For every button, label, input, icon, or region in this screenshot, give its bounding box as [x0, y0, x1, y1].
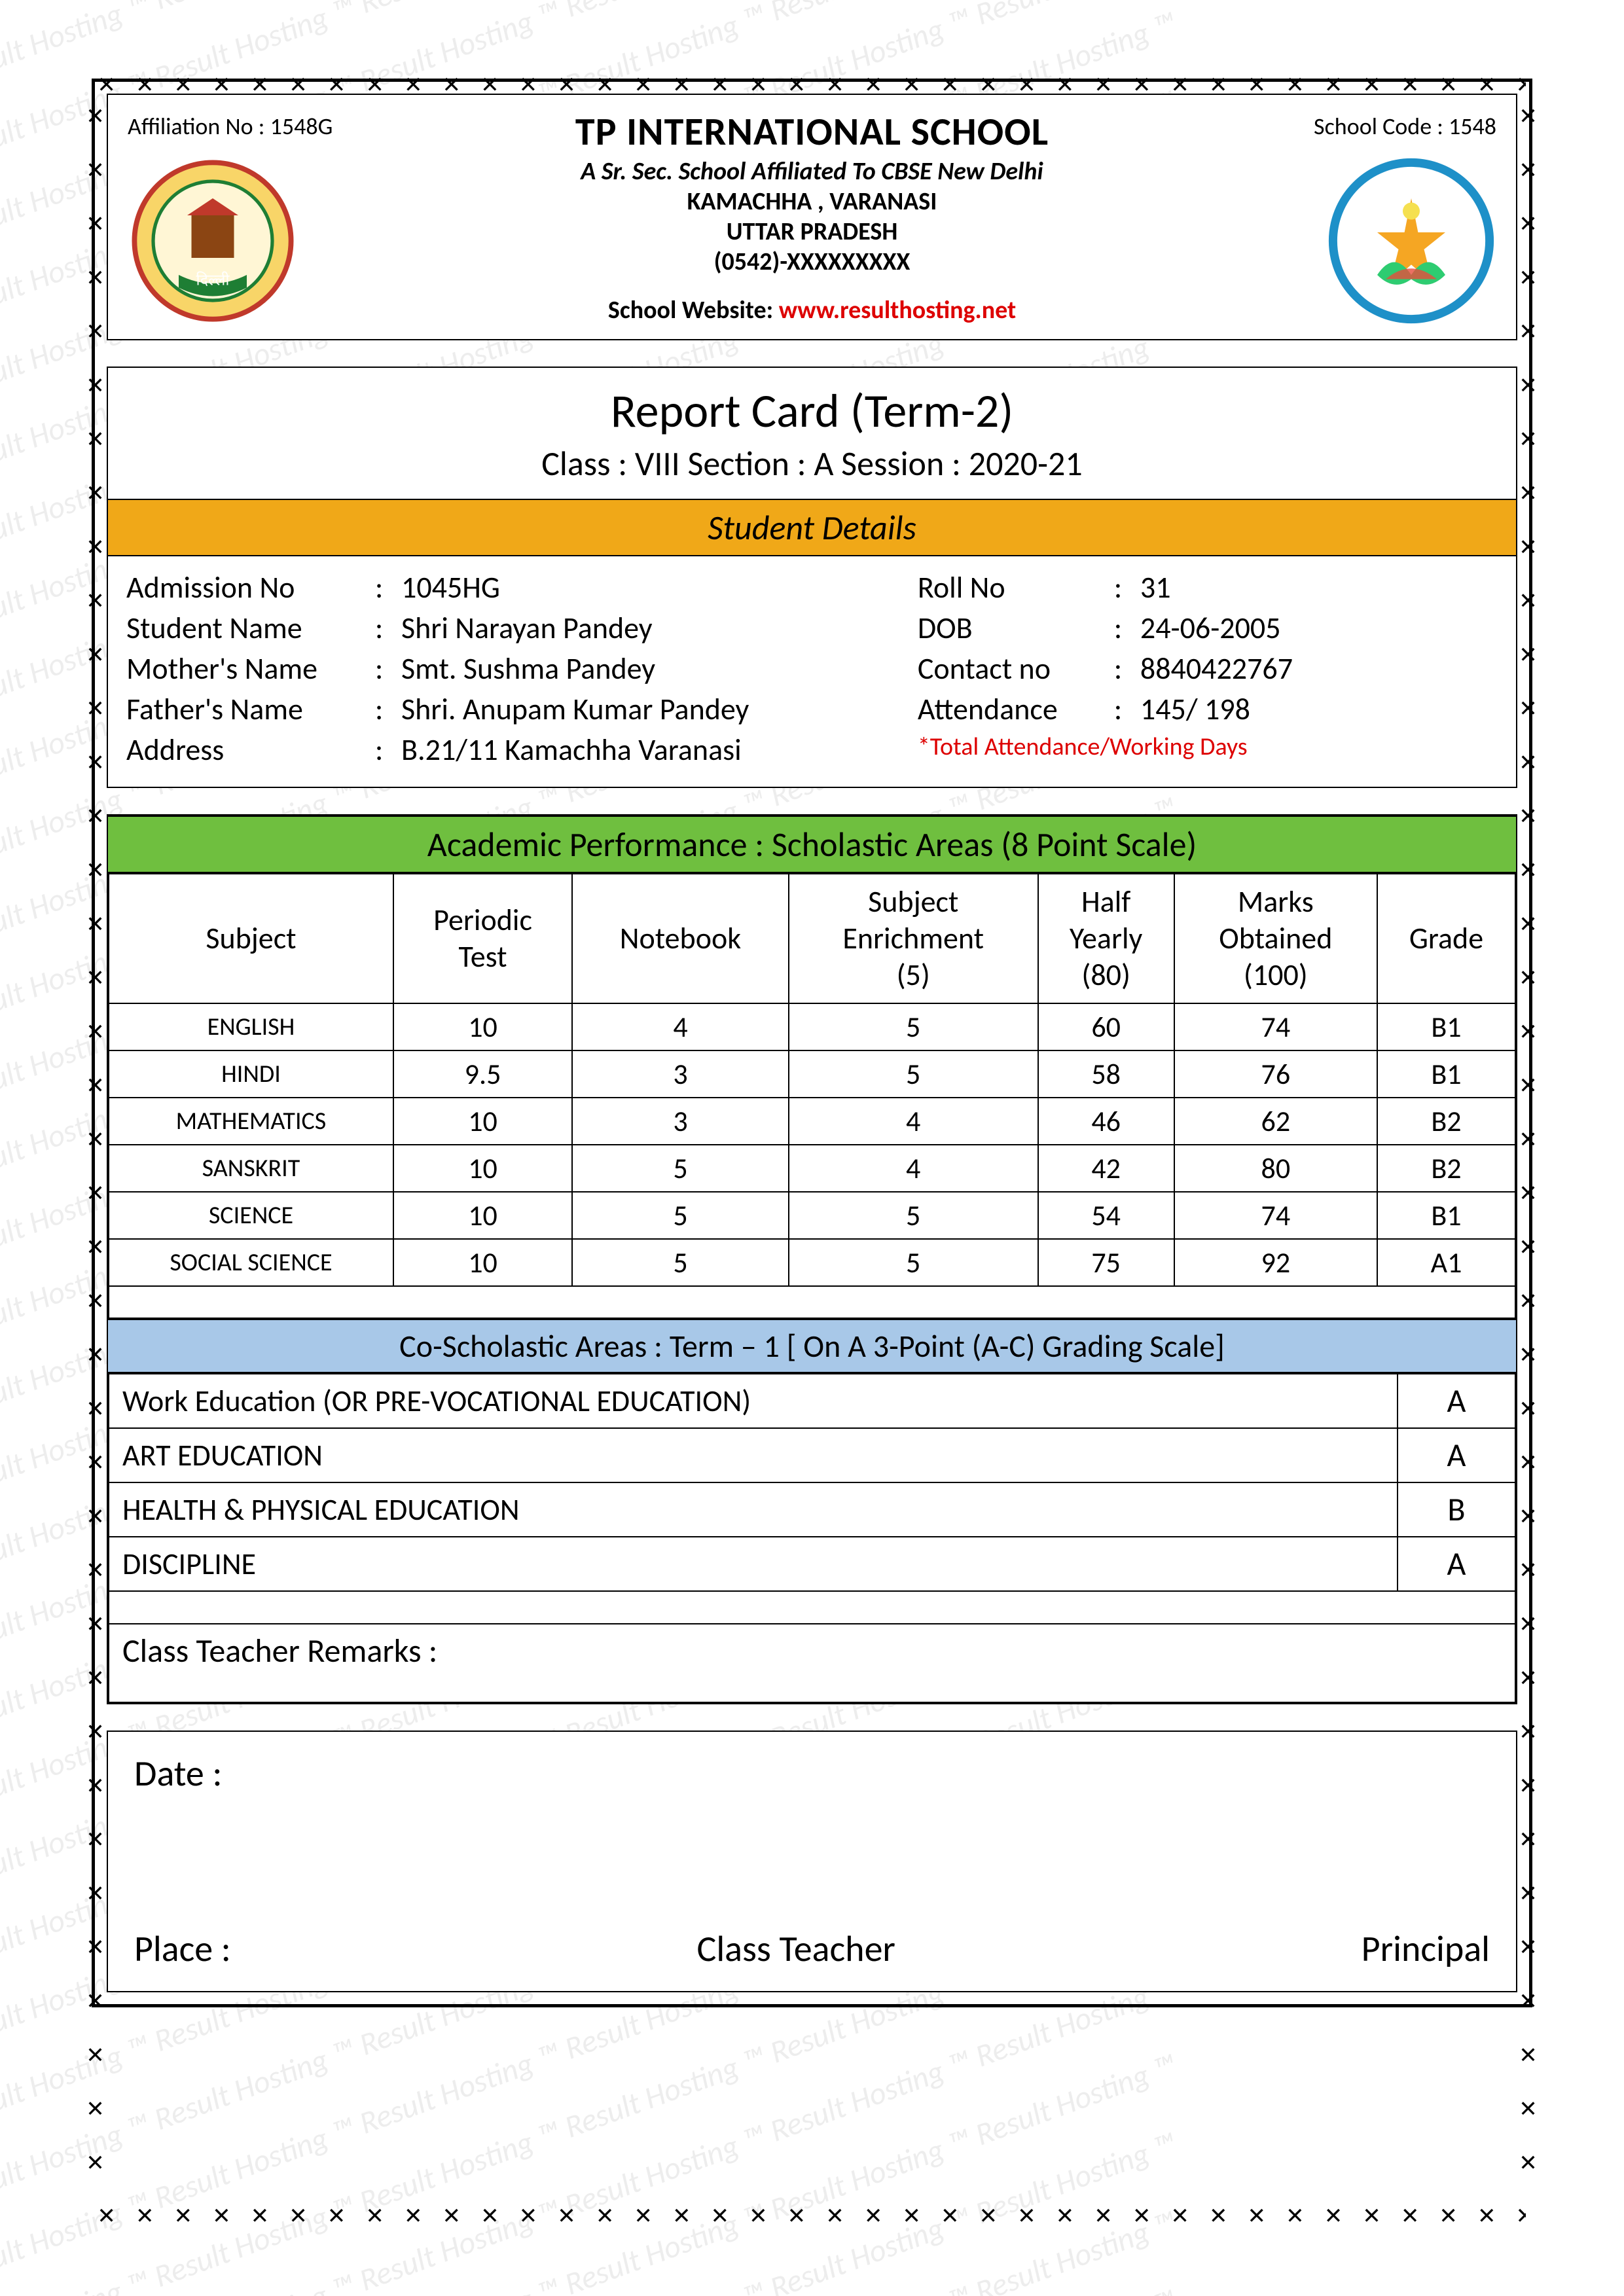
- attendance-note: *Total Attendance/Working Days: [918, 732, 1498, 762]
- report-subtitle: Class : VIII Section : A Session : 2020-…: [108, 442, 1516, 499]
- student-field: Admission No:1045HG: [126, 569, 911, 606]
- place-label: Place :: [134, 1927, 231, 1971]
- student-field: Father's Name:Shri. Anupam Kumar Pandey: [126, 691, 911, 728]
- principal-label: Principal: [1362, 1927, 1490, 1971]
- svg-text:दिल्ली: दिल्ली: [196, 272, 230, 289]
- school-code-label: School Code :: [1314, 112, 1443, 141]
- student-details-bar: Student Details: [108, 499, 1516, 556]
- student-details: Admission No:1045HG Student Name:Shri Nar…: [108, 556, 1516, 787]
- website-link[interactable]: www.resulthosting.net: [779, 295, 1016, 325]
- marks-column-header: Notebook: [572, 874, 789, 1003]
- affiliation-label: Affiliation No :: [128, 112, 264, 141]
- marks-column-header: SubjectEnrichment(5): [789, 874, 1038, 1003]
- coscholastic-bar: Co-Scholastic Areas : Term – 1 [ On A 3-…: [108, 1319, 1516, 1373]
- affiliation-no: 1548G: [270, 112, 333, 141]
- school-addr2: UTTAR PRADESH: [304, 217, 1320, 247]
- report-card-box: Report Card (Term-2) Class : VIII Sectio…: [107, 367, 1517, 788]
- student-field: Attendance:145/ 198: [918, 691, 1498, 728]
- coscholastic-row: Work Education (OR PRE-VOCATIONAL EDUCAT…: [109, 1374, 1515, 1428]
- coscholastic-row: DISCIPLINEA: [109, 1537, 1515, 1591]
- marks-column-header: PeriodicTest: [393, 874, 572, 1003]
- coscholastic-row: HEALTH & PHYSICAL EDUCATIONB: [109, 1482, 1515, 1537]
- marks-row: SCIENCE10555474B1: [109, 1192, 1515, 1239]
- marks-row: SANSKRIT10544280B2: [109, 1145, 1515, 1192]
- report-title: Report Card (Term-2): [108, 368, 1516, 442]
- class-teacher-label: Class Teacher: [696, 1927, 895, 1971]
- remarks-label: Class Teacher Remarks :: [109, 1624, 1515, 1702]
- signature-box: Date : Place : Class Teacher Principal: [107, 1731, 1517, 1992]
- date-label: Date :: [134, 1751, 1490, 1796]
- student-field: Roll No:31: [918, 569, 1498, 606]
- school-name: TP INTERNATIONAL SCHOOL: [370, 108, 1254, 156]
- border-pattern-bottom: ✕ ✕ ✕ ✕ ✕ ✕ ✕ ✕ ✕ ✕ ✕ ✕ ✕ ✕ ✕ ✕ ✕ ✕ ✕ ✕ …: [98, 2198, 1526, 2229]
- student-field: Mother's Name:Smt. Sushma Pandey: [126, 651, 911, 687]
- academic-bar: Academic Performance : Scholastic Areas …: [108, 816, 1516, 873]
- school-subtitle: A Sr. Sec. School Affiliated To CBSE New…: [304, 156, 1320, 187]
- school-code: 1548: [1449, 112, 1496, 141]
- school-header: Affiliation No : 1548G TP INTERNATIONAL …: [107, 94, 1517, 340]
- marks-table: SubjectPeriodicTestNotebookSubjectEnrich…: [108, 873, 1516, 1287]
- marks-row: MATHEMATICS10344662B2: [109, 1098, 1515, 1145]
- marks-column-header: Subject: [109, 874, 393, 1003]
- marks-column-header: Grade: [1377, 874, 1515, 1003]
- marks-column-header: HalfYearly(80): [1038, 874, 1174, 1003]
- student-field: DOB:24-06-2005: [918, 610, 1498, 647]
- website-label: School Website:: [608, 295, 773, 325]
- marks-column-header: MarksObtained(100): [1174, 874, 1377, 1003]
- school-addr1: KAMACHHA , VARANASI: [304, 187, 1320, 217]
- marks-row: ENGLISH10456074B1: [109, 1003, 1515, 1050]
- marks-row: SOCIAL SCIENCE10557592A1: [109, 1239, 1515, 1286]
- coscholastic-row: ART EDUCATIONA: [109, 1428, 1515, 1482]
- academic-box: Academic Performance : Scholastic Areas …: [107, 814, 1517, 1704]
- school-logo-left-icon: दिल्ली: [128, 156, 298, 326]
- student-field: Address:B.21/11 Kamachha Varanasi: [126, 732, 911, 768]
- coscholastic-table: Work Education (OR PRE-VOCATIONAL EDUCAT…: [108, 1373, 1516, 1703]
- marks-row: HINDI9.5355876B1: [109, 1050, 1515, 1098]
- student-field: Contact no:8840422767: [918, 651, 1498, 687]
- school-phone: (0542)-XXXXXXXXX: [304, 247, 1320, 277]
- school-logo-right-icon: [1326, 156, 1496, 326]
- student-field: Student Name:Shri Narayan Pandey: [126, 610, 911, 647]
